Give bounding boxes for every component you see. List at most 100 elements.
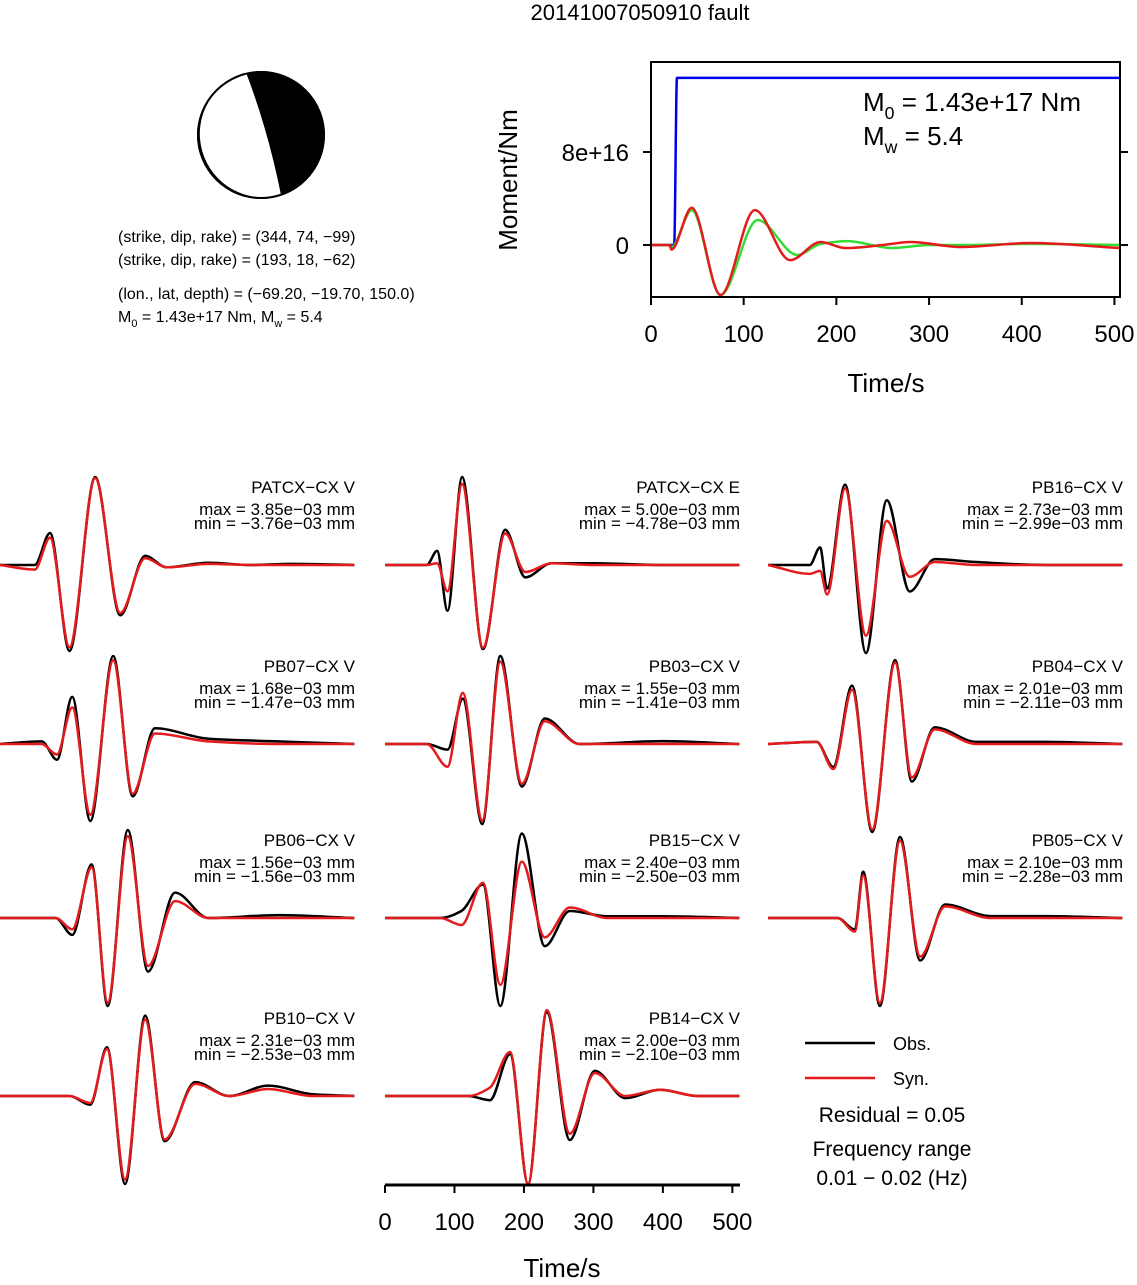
mechanism-text: (strike, dip, rake) = (193, 18, −62) [118, 252, 355, 269]
text-segment: M [118, 309, 131, 326]
text-segment: M [863, 87, 885, 117]
max-label: max = 5.00e−03 mm [584, 500, 740, 519]
x-tick-label: 0 [644, 321, 657, 348]
x-axis-label: Time/s [523, 1253, 600, 1280]
min-label: min = −2.53e−03 mm [194, 1045, 355, 1064]
moment-annotation: Mw = 5.4 [863, 121, 963, 157]
min-label: min = −2.10e−03 mm [579, 1045, 740, 1064]
station-label: PB03−CX V [649, 657, 741, 676]
synthetic-trace [0, 658, 355, 816]
max-label: max = 2.00e−03 mm [584, 1031, 740, 1050]
min-label: min = −1.47e−03 mm [194, 693, 355, 712]
synthetic-trace [767, 487, 1123, 637]
synthetic-trace [767, 661, 1123, 831]
synthetic-trace [0, 476, 355, 649]
legend-note: Residual = 0.05 [819, 1104, 966, 1127]
beachball [197, 71, 325, 199]
legend-label: Obs. [893, 1034, 931, 1054]
max-label: max = 1.55e−03 mm [584, 679, 740, 698]
synthetic-trace [385, 860, 740, 987]
max-label: max = 1.56e−03 mm [199, 853, 355, 872]
subscript: 0 [131, 318, 137, 330]
text-segment: = 5.4 [897, 121, 963, 151]
x-axis-label: Time/s [847, 368, 924, 398]
mechanism-text: (lon., lat, depth) = (−69.20, −19.70, 15… [118, 286, 415, 303]
text-segment: = 1.43e+17 Nm [895, 87, 1081, 117]
subscript: w [273, 318, 282, 330]
y-tick-label: 8e+16 [562, 140, 629, 167]
max-label: max = 2.73e−03 mm [967, 500, 1123, 519]
synthetic-trace [0, 834, 355, 1004]
text-segment: M [863, 121, 885, 151]
x-tick-label: 200 [816, 321, 856, 348]
x-tick-label: 400 [1002, 321, 1042, 348]
text-segment: = 5.4 [282, 309, 323, 326]
min-label: min = −2.50e−03 mm [579, 867, 740, 886]
y-axis-label: Moment/Nm [493, 109, 523, 251]
observed-trace [385, 832, 740, 1008]
moment-annotation: M0 = 1.43e+17 Nm [863, 87, 1081, 123]
min-label: min = −4.78e−03 mm [579, 514, 740, 533]
subscript: 0 [885, 103, 895, 123]
min-label: min = −1.41e−03 mm [579, 693, 740, 712]
mechanism-text: M0 = 1.43e+17 Nm, Mw = 5.4 [118, 309, 323, 330]
x-tick-label: 500 [1094, 321, 1134, 348]
min-label: min = −1.56e−03 mm [194, 867, 355, 886]
synthetic-trace [384, 1008, 740, 1186]
moment-curve [651, 208, 1120, 297]
synthetic-trace [385, 660, 740, 822]
text-segment: (strike, dip, rake) = (193, 18, −62) [118, 252, 355, 269]
x-tick-label: 300 [573, 1209, 613, 1236]
min-label: min = −2.11e−03 mm [963, 693, 1123, 712]
max-label: max = 3.85e−03 mm [199, 500, 355, 519]
x-tick-label: 100 [724, 321, 764, 348]
min-label: min = −2.28e−03 mm [962, 867, 1123, 886]
station-label: PATCX−CX E [636, 478, 740, 497]
station-label: PB15−CX V [649, 831, 741, 850]
x-tick-label: 0 [378, 1209, 391, 1236]
text-segment: (lon., lat, depth) = (−69.20, −19.70, 15… [118, 286, 415, 303]
figure-title: 20141007050910 fault [531, 0, 750, 25]
y-tick-label: 0 [616, 233, 629, 260]
max-label: max = 2.10e−03 mm [967, 853, 1123, 872]
station-label: PB04−CX V [1032, 657, 1124, 676]
synthetic-trace [0, 1018, 355, 1181]
max-label: max = 2.31e−03 mm [199, 1031, 355, 1050]
moment-curve [651, 76, 1120, 247]
synthetic-trace [768, 839, 1123, 1005]
x-tick-label: 500 [712, 1209, 752, 1236]
legend-note: Frequency range [813, 1138, 972, 1161]
station-label: PB07−CX V [264, 657, 356, 676]
text-segment: (strike, dip, rake) = (344, 74, −99) [118, 229, 355, 246]
observed-trace [0, 654, 355, 823]
max-label: max = 2.01e−03 mm [967, 679, 1123, 698]
x-tick-label: 200 [504, 1209, 544, 1236]
min-label: min = −3.76e−03 mm [194, 514, 355, 533]
legend-label: Syn. [893, 1069, 929, 1089]
station-label: PB10−CX V [264, 1009, 356, 1028]
max-label: max = 2.40e−03 mm [584, 853, 740, 872]
synthetic-trace [384, 482, 740, 649]
legend-note: 0.01 − 0.02 (Hz) [816, 1167, 967, 1190]
station-label: PB16−CX V [1032, 478, 1124, 497]
max-label: max = 1.68e−03 mm [199, 679, 355, 698]
subscript: w [884, 137, 898, 157]
text-segment: = 1.43e+17 Nm, M [137, 309, 274, 326]
min-label: min = −2.99e−03 mm [962, 514, 1123, 533]
x-tick-label: 400 [643, 1209, 683, 1236]
plot-frame [650, 61, 1121, 298]
mechanism-text: (strike, dip, rake) = (344, 74, −99) [118, 229, 355, 246]
x-tick-label: 100 [434, 1209, 474, 1236]
